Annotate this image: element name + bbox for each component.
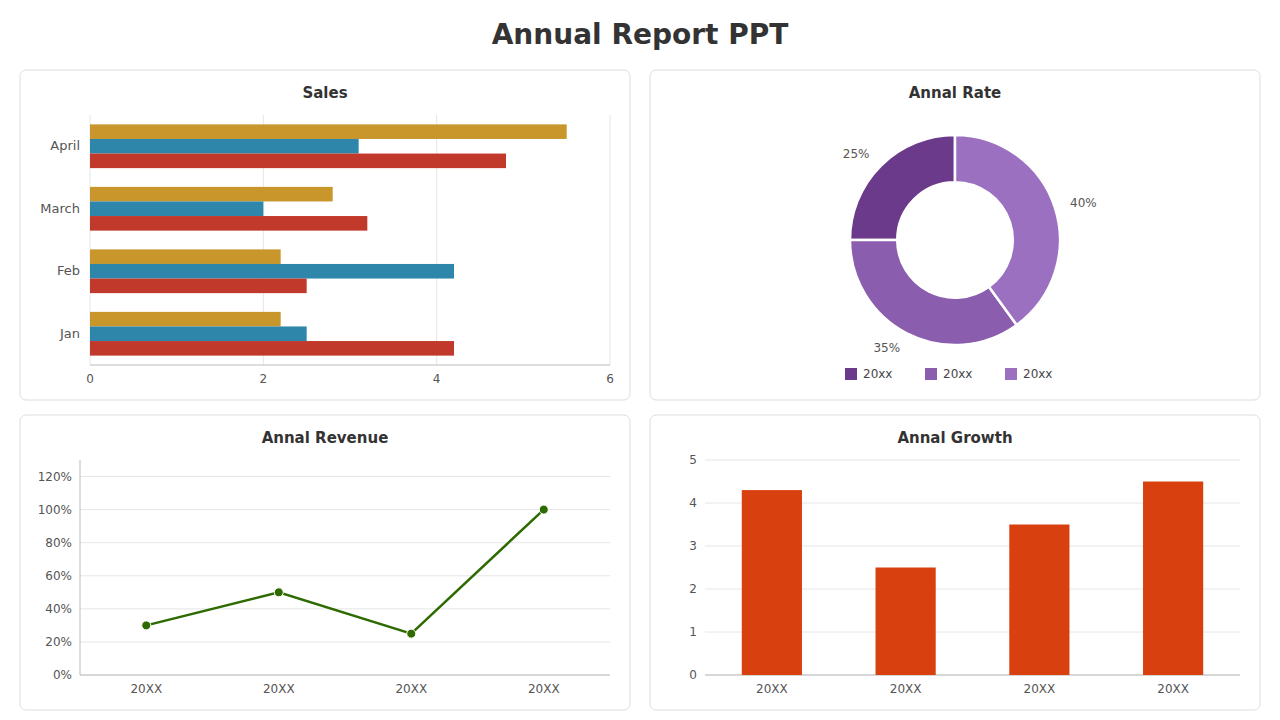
legend-swatch: [845, 368, 857, 380]
tick-label: 6: [606, 372, 614, 386]
chart-title: Sales: [302, 84, 347, 102]
category-label: 20XX: [395, 682, 427, 696]
data-label: 35%: [873, 341, 900, 355]
category-label: Jan: [59, 326, 80, 341]
marker: [407, 629, 416, 638]
tick-label: 4: [689, 496, 697, 510]
bar: [1143, 482, 1203, 676]
panel: [20, 415, 630, 710]
tick-label: 1: [689, 625, 697, 639]
panel: [20, 70, 630, 400]
bar: [90, 341, 454, 356]
plot-area: [90, 124, 567, 355]
legend-label: 20xx: [943, 367, 972, 381]
bar: [90, 326, 307, 341]
bar: [1009, 525, 1069, 676]
grid-line: [80, 675, 610, 676]
grid-line: [80, 575, 610, 576]
axis-line: [80, 675, 610, 676]
category-label: April: [50, 138, 80, 153]
category-label: March: [40, 201, 80, 216]
category-label: 20XX: [528, 682, 560, 696]
legend-label: 20xx: [1023, 367, 1052, 381]
grid-line: [436, 115, 437, 365]
grid-line: [610, 115, 611, 365]
chart-title: Annal Growth: [897, 429, 1012, 447]
axis-line: [80, 460, 81, 675]
tick-label: 0: [86, 372, 94, 386]
marker: [539, 505, 548, 514]
bar: [90, 124, 567, 139]
grid-line: [80, 641, 610, 642]
bar: [90, 139, 359, 154]
grid-line: [80, 509, 610, 510]
tick-label: 2: [689, 582, 697, 596]
tick-label: 0%: [53, 668, 72, 682]
tick-label: 120%: [38, 470, 72, 484]
category-label: 20XX: [756, 682, 788, 696]
donut-slice: [955, 135, 1060, 325]
chart-title: Annal Rate: [909, 84, 1001, 102]
bar: [90, 279, 307, 294]
tick-label: 5: [689, 453, 697, 467]
grid-line: [705, 460, 1240, 461]
chart-title: Annal Revenue: [262, 429, 389, 447]
marker: [142, 621, 151, 630]
category-label: 20XX: [130, 682, 162, 696]
category-label: 20XX: [1157, 682, 1189, 696]
tick-label: 20%: [45, 635, 72, 649]
plot-area: [142, 505, 549, 638]
grid-line: [80, 608, 610, 609]
grid-line: [80, 476, 610, 477]
tick-label: 2: [260, 372, 268, 386]
dashboard: Annual Report PPT Sales 0 2 4 6 Jan Feb March Apr…: [0, 0, 1280, 720]
marker: [274, 588, 283, 597]
category-label: 20XX: [263, 682, 295, 696]
legend-label: 20xx: [863, 367, 892, 381]
category-label: 20XX: [890, 682, 922, 696]
plot-area: [742, 482, 1203, 676]
data-label: 25%: [843, 147, 870, 161]
bar: [90, 312, 281, 327]
legend-swatch: [925, 368, 937, 380]
line: [146, 510, 544, 634]
panel: [650, 415, 1260, 710]
category-label: 20XX: [1024, 682, 1056, 696]
bar: [90, 216, 367, 231]
tick-label: 100%: [38, 503, 72, 517]
tick-label: 80%: [45, 536, 72, 550]
panel: [650, 70, 1260, 400]
bar: [90, 249, 281, 264]
tick-label: 60%: [45, 569, 72, 583]
bar: [742, 490, 802, 675]
bar: [90, 201, 263, 216]
figure-title: Annual Report PPT: [492, 18, 789, 51]
bar: [876, 568, 936, 676]
tick-label: 40%: [45, 602, 72, 616]
data-label: 40%: [1070, 196, 1097, 210]
bar: [90, 154, 506, 169]
bar: [90, 187, 333, 202]
tick-label: 0: [689, 668, 697, 682]
tick-label: 3: [689, 539, 697, 553]
tick-label: 4: [433, 372, 441, 386]
bar: [90, 264, 454, 279]
legend-swatch: [1005, 368, 1017, 380]
grid-line: [80, 542, 610, 543]
axis-line: [90, 365, 610, 366]
category-label: Feb: [57, 263, 80, 278]
